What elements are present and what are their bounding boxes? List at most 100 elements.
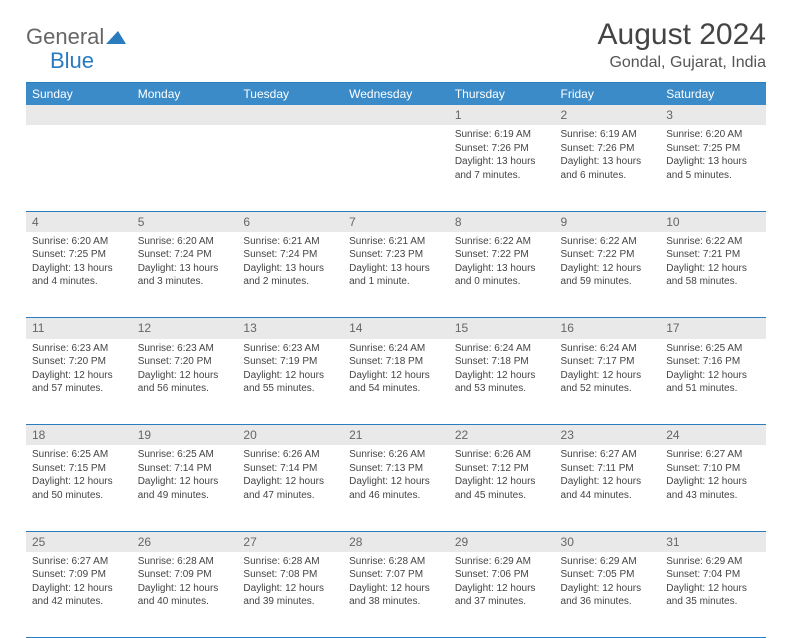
day-number-cell: [237, 105, 343, 125]
daylight-text: Daylight: 12 hours and 36 minutes.: [561, 582, 655, 609]
sunset-text: Sunset: 7:04 PM: [666, 568, 760, 582]
day-number-cell: 11: [26, 318, 132, 339]
sunrise-text: Sunrise: 6:27 AM: [666, 448, 760, 462]
sunset-text: Sunset: 7:19 PM: [243, 355, 337, 369]
daylight-text: Daylight: 12 hours and 39 minutes.: [243, 582, 337, 609]
day-content: Sunrise: 6:28 AMSunset: 7:08 PMDaylight:…: [237, 552, 343, 615]
day-number-cell: 24: [660, 425, 766, 446]
day-content: Sunrise: 6:29 AMSunset: 7:05 PMDaylight:…: [555, 552, 661, 615]
day-number: 27: [237, 532, 343, 552]
daylight-text: Daylight: 12 hours and 57 minutes.: [32, 369, 126, 396]
sunrise-text: Sunrise: 6:20 AM: [666, 128, 760, 142]
daylight-text: Daylight: 12 hours and 55 minutes.: [243, 369, 337, 396]
day-number: 16: [555, 318, 661, 338]
day-number: 12: [132, 318, 238, 338]
sunrise-text: Sunrise: 6:25 AM: [138, 448, 232, 462]
day-number-cell: 25: [26, 531, 132, 552]
sunrise-text: Sunrise: 6:20 AM: [138, 235, 232, 249]
sunset-text: Sunset: 7:06 PM: [455, 568, 549, 582]
sunset-text: Sunset: 7:14 PM: [138, 462, 232, 476]
day-content: Sunrise: 6:22 AMSunset: 7:22 PMDaylight:…: [555, 232, 661, 295]
sunrise-text: Sunrise: 6:22 AM: [455, 235, 549, 249]
day-number: 19: [132, 425, 238, 445]
day-number-cell: 5: [132, 211, 238, 232]
week-daynum-row: 18192021222324: [26, 425, 766, 446]
sunset-text: Sunset: 7:15 PM: [32, 462, 126, 476]
day-number-cell: 10: [660, 211, 766, 232]
week-daynum-row: 25262728293031: [26, 531, 766, 552]
sunset-text: Sunset: 7:26 PM: [561, 142, 655, 156]
day-content: Sunrise: 6:25 AMSunset: 7:16 PMDaylight:…: [660, 339, 766, 402]
day-number-cell: 12: [132, 318, 238, 339]
sunset-text: Sunset: 7:23 PM: [349, 248, 443, 262]
daylight-text: Daylight: 12 hours and 35 minutes.: [666, 582, 760, 609]
day-number: 28: [343, 532, 449, 552]
daylight-text: Daylight: 13 hours and 7 minutes.: [455, 155, 549, 182]
day-cell: Sunrise: 6:20 AMSunset: 7:25 PMDaylight:…: [660, 125, 766, 211]
day-content: Sunrise: 6:28 AMSunset: 7:07 PMDaylight:…: [343, 552, 449, 615]
day-number: 9: [555, 212, 661, 232]
day-cell: [237, 125, 343, 211]
day-number-cell: 14: [343, 318, 449, 339]
week-daynum-row: 45678910: [26, 211, 766, 232]
sunrise-text: Sunrise: 6:21 AM: [243, 235, 337, 249]
day-cell: Sunrise: 6:29 AMSunset: 7:04 PMDaylight:…: [660, 552, 766, 638]
sunset-text: Sunset: 7:09 PM: [138, 568, 232, 582]
daylight-text: Daylight: 13 hours and 4 minutes.: [32, 262, 126, 289]
sunset-text: Sunset: 7:17 PM: [561, 355, 655, 369]
sunrise-text: Sunrise: 6:26 AM: [243, 448, 337, 462]
day-cell: Sunrise: 6:23 AMSunset: 7:20 PMDaylight:…: [132, 339, 238, 425]
daylight-text: Daylight: 12 hours and 58 minutes.: [666, 262, 760, 289]
day-content: Sunrise: 6:27 AMSunset: 7:09 PMDaylight:…: [26, 552, 132, 615]
day-number: 23: [555, 425, 661, 445]
sunrise-text: Sunrise: 6:22 AM: [666, 235, 760, 249]
day-cell: Sunrise: 6:29 AMSunset: 7:05 PMDaylight:…: [555, 552, 661, 638]
day-number-cell: 8: [449, 211, 555, 232]
day-number-cell: 30: [555, 531, 661, 552]
day-content: Sunrise: 6:19 AMSunset: 7:26 PMDaylight:…: [449, 125, 555, 188]
day-cell: Sunrise: 6:26 AMSunset: 7:12 PMDaylight:…: [449, 445, 555, 531]
day-content: Sunrise: 6:24 AMSunset: 7:18 PMDaylight:…: [343, 339, 449, 402]
day-number: 10: [660, 212, 766, 232]
day-number: 13: [237, 318, 343, 338]
daylight-text: Daylight: 12 hours and 44 minutes.: [561, 475, 655, 502]
daylight-text: Daylight: 13 hours and 5 minutes.: [666, 155, 760, 182]
week-content-row: Sunrise: 6:19 AM Sunset: 7:26 PM Daylight:…: [26, 125, 766, 211]
day-cell: Sunrise: 6:19 AMSunset: 7:26 PMDaylight:…: [449, 125, 555, 211]
sunset-text: Sunset: 7:25 PM: [666, 142, 760, 156]
sunrise-text: Sunrise: 6:26 AM: [349, 448, 443, 462]
day-header: Sunday: [26, 83, 132, 106]
day-number: 4: [26, 212, 132, 232]
day-content: Sunrise: 6:22 AMSunset: 7:22 PMDaylight:…: [449, 232, 555, 295]
week-content-row: Sunrise: 6:27 AMSunset: 7:09 PMDaylight:…: [26, 552, 766, 638]
day-header: Tuesday: [237, 83, 343, 106]
sunrise-text: Sunrise: 6:23 AM: [138, 342, 232, 356]
sunrise-text: Sunrise: 6:25 AM: [32, 448, 126, 462]
day-number: 17: [660, 318, 766, 338]
day-header: Wednesday: [343, 83, 449, 106]
sunset-text: Sunset: 7:22 PM: [455, 248, 549, 262]
sunrise-text: Sunrise: 6:25 AM: [666, 342, 760, 356]
day-number-cell: [343, 105, 449, 125]
sunrise-text: Sunrise: 6:28 AM: [138, 555, 232, 569]
day-content: Sunrise: 6:29 AMSunset: 7:04 PMDaylight:…: [660, 552, 766, 615]
sunrise-text: Sunrise: 6:22 AM: [561, 235, 655, 249]
month-title: August 2024: [598, 18, 766, 52]
sunset-text: Sunset: 7:09 PM: [32, 568, 126, 582]
day-number: 14: [343, 318, 449, 338]
day-cell: Sunrise: 6:22 AMSunset: 7:22 PMDaylight:…: [449, 232, 555, 318]
sunrise-text: Sunrise: 6:19 AM: [455, 128, 549, 142]
day-content: Sunrise: 6:26 AMSunset: 7:14 PMDaylight:…: [237, 445, 343, 508]
sunrise-text: Sunrise: 6:26 AM: [455, 448, 549, 462]
sunset-text: Sunset: 7:24 PM: [243, 248, 337, 262]
day-content: Sunrise: 6:24 AMSunset: 7:18 PMDaylight:…: [449, 339, 555, 402]
day-number: 26: [132, 532, 238, 552]
day-number-cell: 23: [555, 425, 661, 446]
day-cell: [343, 125, 449, 211]
sunset-text: Sunset: 7:12 PM: [455, 462, 549, 476]
day-content: Sunrise: 6:20 AMSunset: 7:24 PMDaylight:…: [132, 232, 238, 295]
day-number: 31: [660, 532, 766, 552]
day-number: [343, 105, 449, 125]
day-number-cell: [26, 105, 132, 125]
day-cell: Sunrise: 6:26 AMSunset: 7:14 PMDaylight:…: [237, 445, 343, 531]
